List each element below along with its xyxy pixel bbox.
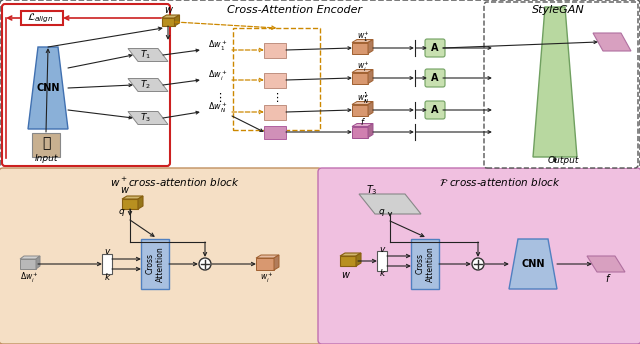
Circle shape xyxy=(199,258,211,270)
Text: $v$: $v$ xyxy=(380,245,387,254)
Polygon shape xyxy=(36,256,40,269)
Polygon shape xyxy=(368,123,373,138)
Text: StyleGAN: StyleGAN xyxy=(532,5,584,15)
Polygon shape xyxy=(128,49,168,62)
Bar xyxy=(102,254,112,274)
Polygon shape xyxy=(533,7,577,157)
Polygon shape xyxy=(128,78,168,92)
Bar xyxy=(32,133,60,157)
Text: $w$: $w$ xyxy=(164,5,174,15)
Polygon shape xyxy=(175,15,179,26)
Text: $T_1$: $T_1$ xyxy=(140,49,150,61)
Text: $\vdots$: $\vdots$ xyxy=(271,90,279,104)
Polygon shape xyxy=(28,47,68,129)
Polygon shape xyxy=(340,253,361,256)
Polygon shape xyxy=(352,40,373,43)
Text: Cross
Attention: Cross Attention xyxy=(145,246,164,282)
Text: A: A xyxy=(431,43,439,53)
Text: $\Delta w_i^+$: $\Delta w_i^+$ xyxy=(20,271,38,285)
Bar xyxy=(233,28,320,130)
Bar xyxy=(352,127,368,138)
Polygon shape xyxy=(122,196,143,199)
Text: $q$: $q$ xyxy=(118,206,125,217)
Text: Input: Input xyxy=(35,153,58,162)
Text: $\Delta w_1^+$: $\Delta w_1^+$ xyxy=(208,39,228,53)
Polygon shape xyxy=(128,111,168,125)
Bar xyxy=(20,259,36,269)
Text: Output: Output xyxy=(547,155,579,164)
Bar xyxy=(256,258,274,270)
Text: $\vdots$: $\vdots$ xyxy=(214,90,222,104)
Text: $\vdots$: $\vdots$ xyxy=(359,89,367,103)
Bar xyxy=(352,105,368,116)
Text: CNN: CNN xyxy=(521,259,545,269)
Bar xyxy=(340,256,356,266)
Polygon shape xyxy=(20,256,40,259)
FancyBboxPatch shape xyxy=(425,69,445,87)
Polygon shape xyxy=(593,33,631,51)
Text: $q$: $q$ xyxy=(378,206,386,217)
FancyBboxPatch shape xyxy=(425,39,445,57)
Polygon shape xyxy=(352,69,373,73)
Text: $T_2$: $T_2$ xyxy=(140,79,150,91)
Polygon shape xyxy=(138,196,143,209)
Polygon shape xyxy=(352,123,373,127)
Polygon shape xyxy=(161,15,179,18)
Bar xyxy=(352,73,368,84)
Text: $v$: $v$ xyxy=(104,247,112,257)
Polygon shape xyxy=(587,256,625,272)
Bar xyxy=(264,73,286,87)
Bar xyxy=(377,251,387,271)
Text: CNN: CNN xyxy=(36,83,60,93)
Bar xyxy=(352,43,368,54)
Text: $w$: $w$ xyxy=(120,185,130,195)
Text: A: A xyxy=(431,105,439,115)
Polygon shape xyxy=(352,101,373,105)
Text: $w_i^{+}$: $w_i^{+}$ xyxy=(356,60,369,74)
Text: $T_3$: $T_3$ xyxy=(140,112,150,124)
Bar xyxy=(264,126,286,139)
Text: 🙂: 🙂 xyxy=(42,136,50,150)
Polygon shape xyxy=(256,255,279,258)
Bar xyxy=(264,43,286,57)
Text: $\Delta w_N^+$: $\Delta w_N^+$ xyxy=(208,101,228,115)
Text: $w_1^{+}$: $w_1^{+}$ xyxy=(356,30,369,44)
Polygon shape xyxy=(368,69,373,84)
FancyBboxPatch shape xyxy=(0,168,322,344)
Text: $k$: $k$ xyxy=(104,270,112,281)
Circle shape xyxy=(472,258,484,270)
Polygon shape xyxy=(509,239,557,289)
Text: $w_i^+$: $w_i^+$ xyxy=(260,271,274,285)
Text: $T_3$: $T_3$ xyxy=(366,183,378,197)
Text: $w^+$cross-attention block: $w^+$cross-attention block xyxy=(110,175,240,189)
Text: A: A xyxy=(431,73,439,83)
Text: $w_N^{+}$: $w_N^{+}$ xyxy=(356,92,369,106)
Polygon shape xyxy=(356,253,361,266)
Bar xyxy=(141,239,169,289)
Text: $w$: $w$ xyxy=(341,270,351,280)
Text: $k$: $k$ xyxy=(380,268,387,279)
Bar xyxy=(122,199,138,209)
FancyBboxPatch shape xyxy=(318,168,640,344)
Bar xyxy=(264,105,286,119)
Polygon shape xyxy=(368,40,373,54)
Text: $\mathcal{F}$ cross-attention block: $\mathcal{F}$ cross-attention block xyxy=(439,176,561,188)
Bar xyxy=(21,11,63,25)
FancyBboxPatch shape xyxy=(0,0,640,170)
FancyBboxPatch shape xyxy=(484,2,638,168)
Polygon shape xyxy=(274,255,279,270)
Text: Cross
Attention: Cross Attention xyxy=(415,246,435,282)
Polygon shape xyxy=(368,101,373,116)
Bar xyxy=(161,18,175,26)
Polygon shape xyxy=(359,194,421,214)
Text: $\Delta w_i^+$: $\Delta w_i^+$ xyxy=(208,69,228,83)
Bar xyxy=(411,239,439,289)
FancyBboxPatch shape xyxy=(425,101,445,119)
FancyBboxPatch shape xyxy=(2,4,170,166)
Text: $\mathcal{L}_{align}$: $\mathcal{L}_{align}$ xyxy=(27,11,53,25)
Text: $f$: $f$ xyxy=(605,272,611,284)
Text: Cross-Attention Encoder: Cross-Attention Encoder xyxy=(227,5,363,15)
Text: $f$: $f$ xyxy=(360,116,366,127)
